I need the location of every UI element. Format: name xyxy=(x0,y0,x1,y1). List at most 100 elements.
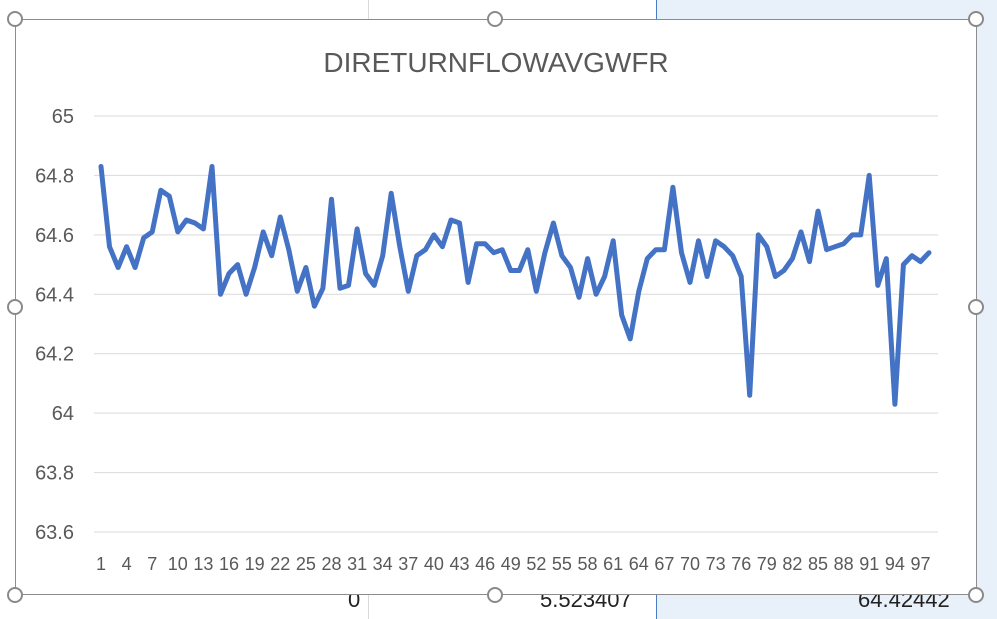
chart-title: DIRETURNFLOWAVGWFR xyxy=(323,47,668,78)
data-point xyxy=(928,251,930,254)
data-point xyxy=(270,254,273,257)
data-point xyxy=(603,275,606,278)
resize-handle-left[interactable] xyxy=(7,299,23,315)
data-point xyxy=(902,263,905,266)
data-point xyxy=(560,254,563,257)
data-point xyxy=(176,230,179,233)
x-tick-label: 58 xyxy=(578,554,598,574)
data-point xyxy=(518,269,521,272)
x-tick-label: 40 xyxy=(424,554,444,574)
data-point xyxy=(697,239,700,242)
data-point xyxy=(731,254,734,257)
data-point xyxy=(782,269,785,272)
data-point xyxy=(159,189,162,192)
data-point xyxy=(808,260,811,263)
x-tick-label: 97 xyxy=(910,554,930,574)
data-point xyxy=(671,186,674,189)
data-point xyxy=(740,275,743,278)
data-point xyxy=(287,248,290,251)
data-point xyxy=(467,281,470,284)
data-point xyxy=(364,272,367,275)
x-tick-label: 34 xyxy=(373,554,393,574)
x-tick-label: 64 xyxy=(629,554,649,574)
x-tick-label: 85 xyxy=(808,554,828,574)
x-tick-label: 25 xyxy=(296,554,316,574)
resize-handle-top-left[interactable] xyxy=(7,11,23,27)
data-point xyxy=(339,287,342,290)
data-point xyxy=(475,242,478,245)
data-point xyxy=(569,266,572,269)
resize-handle-bottom-left[interactable] xyxy=(7,587,23,603)
data-point xyxy=(193,221,196,224)
y-tick-label: 64 xyxy=(52,403,74,425)
data-point xyxy=(432,233,435,236)
data-point xyxy=(663,248,666,251)
data-point xyxy=(398,245,401,248)
data-point xyxy=(296,290,299,293)
x-tick-label: 7 xyxy=(147,554,157,574)
data-point xyxy=(799,230,802,233)
x-axis-ticks: 1 4 7 10 13 16 19 22 25 28 31 34 37 40 43 46 49 52 55 58 61 6… xyxy=(96,554,930,574)
x-tick-label: 61 xyxy=(603,554,623,574)
x-tick-label: 91 xyxy=(859,554,879,574)
data-point xyxy=(706,275,709,278)
x-tick-label: 88 xyxy=(834,554,854,574)
data-point xyxy=(851,233,854,236)
data-point xyxy=(125,245,128,248)
x-tick-label: 55 xyxy=(552,554,572,574)
data-point xyxy=(919,260,922,263)
data-point xyxy=(654,248,657,251)
x-tick-label: 43 xyxy=(449,554,469,574)
data-point xyxy=(108,245,111,248)
data-point xyxy=(219,293,222,296)
data-point xyxy=(723,245,726,248)
y-tick-label: 64.8 xyxy=(35,165,74,187)
data-point xyxy=(134,266,137,269)
resize-handle-top-right[interactable] xyxy=(968,11,984,27)
data-point xyxy=(620,314,623,317)
x-tick-label: 37 xyxy=(398,554,418,574)
resize-handle-top[interactable] xyxy=(487,11,503,27)
data-point xyxy=(543,251,546,254)
data-point xyxy=(791,257,794,260)
data-point xyxy=(612,239,615,242)
data-point xyxy=(774,275,777,278)
data-point xyxy=(509,269,512,272)
data-point xyxy=(748,394,751,397)
data-point xyxy=(910,254,913,257)
x-tick-label: 16 xyxy=(219,554,239,574)
resize-handle-bottom-right[interactable] xyxy=(968,587,984,603)
data-point xyxy=(757,233,760,236)
x-tick-label: 10 xyxy=(168,554,188,574)
x-tick-label: 82 xyxy=(782,554,802,574)
data-point xyxy=(859,233,862,236)
data-point xyxy=(688,281,691,284)
data-point xyxy=(885,257,888,260)
data-point xyxy=(142,236,145,239)
data-point xyxy=(407,290,410,293)
data-point xyxy=(458,221,461,224)
series-layer xyxy=(98,164,932,407)
data-point xyxy=(680,251,683,254)
x-tick-label: 22 xyxy=(270,554,290,574)
series-line xyxy=(98,164,932,407)
data-point xyxy=(228,272,231,275)
y-tick-label: 64.6 xyxy=(35,225,74,247)
data-point xyxy=(381,254,384,257)
x-tick-label: 19 xyxy=(245,554,265,574)
data-point xyxy=(304,266,307,269)
data-point xyxy=(484,242,487,245)
data-point xyxy=(595,293,598,296)
data-point xyxy=(842,242,845,245)
data-point xyxy=(279,216,282,219)
data-point xyxy=(714,239,717,242)
data-point xyxy=(629,337,632,340)
data-point xyxy=(185,219,188,221)
resize-handle-right[interactable] xyxy=(968,299,984,315)
resize-handle-bottom[interactable] xyxy=(487,587,503,603)
x-tick-label: 67 xyxy=(654,554,674,574)
data-point xyxy=(765,245,768,248)
x-tick-label: 28 xyxy=(321,554,341,574)
y-tick-label: 63.8 xyxy=(35,463,74,485)
